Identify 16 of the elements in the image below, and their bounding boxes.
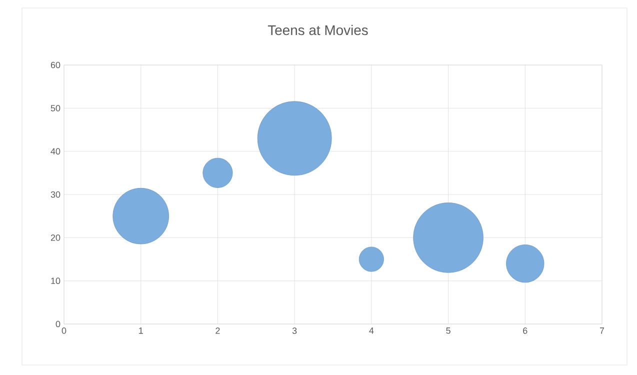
- y-tick-label: 50: [50, 104, 60, 112]
- y-tick-label: 40: [50, 148, 60, 155]
- x-tick-label: 7: [600, 328, 604, 334]
- y-tick-label: 60: [50, 62, 60, 68]
- x-tick-label: 0: [62, 328, 66, 334]
- y-tick-label: 10: [51, 278, 60, 284]
- x-tick-label: 6: [523, 328, 528, 334]
- y-tick-label: 20: [50, 234, 60, 241]
- x-tick-label: 5: [446, 328, 450, 334]
- x-tick-label: 1: [139, 328, 143, 334]
- y-tick-label: 0: [56, 320, 60, 328]
- x-tick-label: 3: [292, 328, 297, 334]
- x-tick-label: 2: [216, 328, 220, 334]
- x-tick-label: 4: [369, 328, 374, 334]
- chart-title: Teens at Movies: [268, 24, 368, 36]
- y-tick-label: 30: [50, 191, 60, 198]
